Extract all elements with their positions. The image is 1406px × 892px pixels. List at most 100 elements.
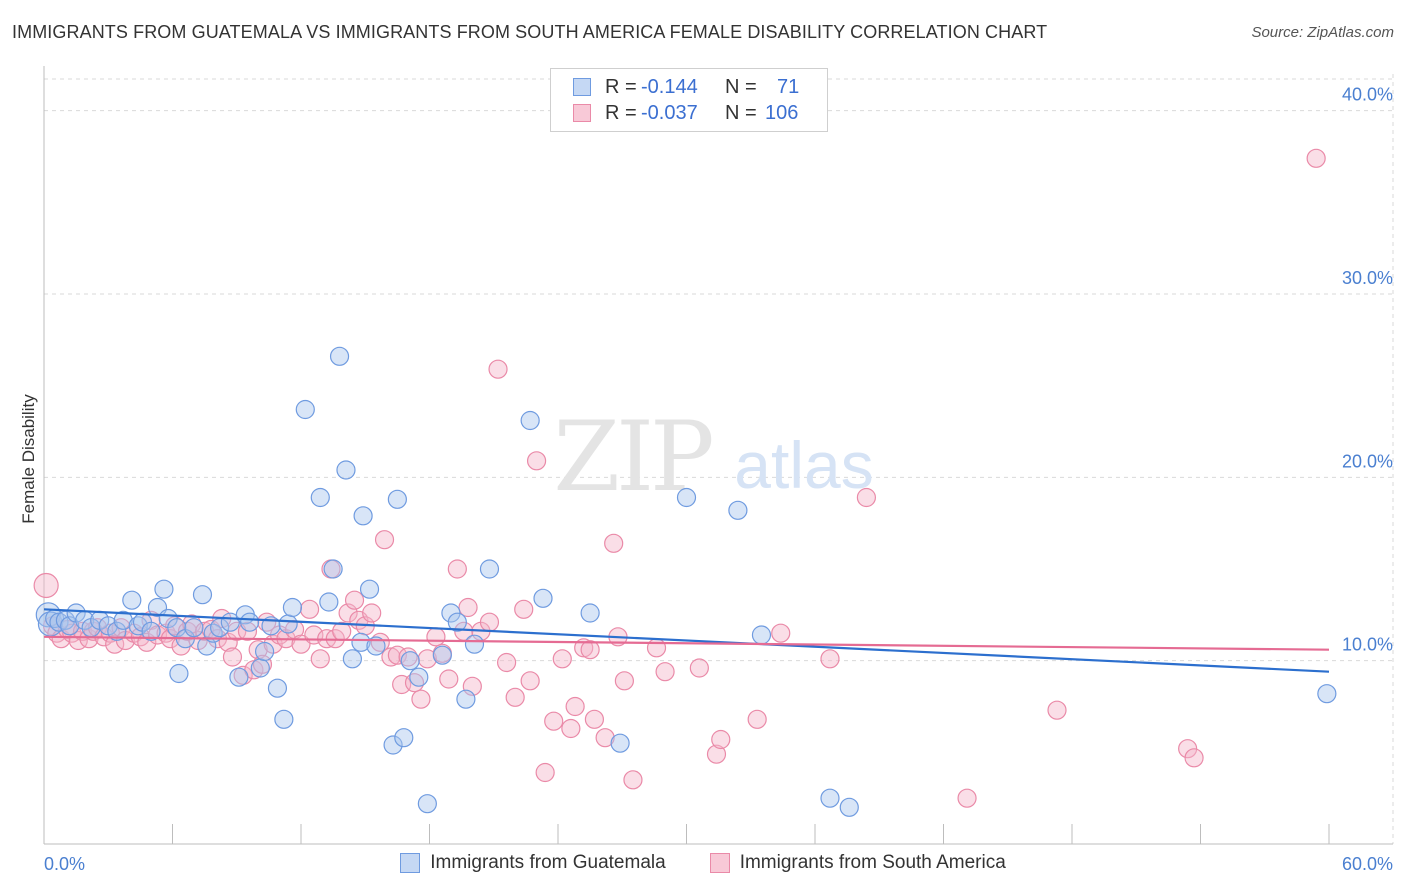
data-point: [1184, 748, 1204, 768]
data-point: [623, 770, 643, 790]
data-point: [584, 709, 605, 729]
data-point: [711, 729, 731, 750]
data-point: [250, 658, 270, 678]
data-point: [323, 559, 343, 579]
data-point: [488, 359, 508, 379]
data-point: [505, 687, 525, 707]
chart-title: IMMIGRANTS FROM GUATEMALA VS IMMIGRANTS …: [12, 22, 1048, 42]
data-point: [580, 640, 600, 660]
data-point: [192, 585, 213, 605]
trend-line-south-america: [43, 635, 1330, 651]
x-tick-label-end: 60.0%: [1342, 854, 1393, 874]
y-axis-title: Female Disability: [19, 394, 38, 524]
data-point: [411, 689, 431, 709]
y-tick-label: 10.0%: [1342, 635, 1393, 655]
y-tick-label: 20.0%: [1342, 451, 1393, 471]
legend-label-south-america: Immigrants from South America: [739, 852, 1006, 873]
data-point: [278, 614, 298, 634]
source-credit: Source: ZipAtlas.com: [1251, 24, 1394, 41]
data-point: [458, 597, 478, 618]
data-point: [565, 696, 585, 717]
data-point: [747, 709, 767, 729]
data-point: [240, 612, 260, 632]
data-point: [154, 579, 174, 599]
data-point: [706, 744, 727, 764]
legend-r-label: R =: [605, 101, 637, 124]
data-point: [957, 788, 977, 808]
data-point: [409, 667, 429, 687]
data-point: [184, 618, 204, 638]
data-point: [456, 689, 476, 709]
data-point: [839, 797, 859, 817]
data-point: [447, 612, 467, 632]
gridlines: [44, 74, 1394, 844]
data-point: [614, 671, 634, 691]
data-point: [394, 728, 414, 748]
legend-swatch-blue: [400, 853, 421, 873]
data-point: [222, 647, 243, 667]
legend-r-value: -0.037: [641, 101, 698, 124]
data-point: [299, 599, 320, 619]
data-point: [447, 559, 467, 579]
legend-item-guatemala: Immigrants from Guatemala: [400, 852, 666, 874]
data-point: [310, 487, 330, 508]
data-point: [169, 663, 189, 684]
legend-swatch-pink: [573, 104, 591, 122]
data-point: [464, 634, 485, 654]
data-point: [400, 651, 420, 671]
data-point: [141, 621, 161, 641]
data-point: [580, 603, 600, 623]
data-point: [604, 533, 624, 553]
data-point: [351, 632, 371, 652]
legend-row-guatemala: R = -0.144 N = 71: [573, 74, 799, 100]
data-point: [342, 649, 362, 669]
data-point: [479, 559, 500, 579]
y-tick-label: 30.0%: [1342, 268, 1393, 288]
data-point: [344, 590, 365, 610]
data-point: [319, 592, 339, 612]
data-point: [387, 489, 407, 509]
data-point: [107, 621, 127, 641]
data-point: [329, 346, 350, 366]
data-point: [310, 649, 330, 669]
series-legend: Immigrants from Guatemala Immigrants fro…: [0, 852, 1406, 874]
data-point: [514, 599, 534, 619]
data-point: [282, 597, 303, 618]
data-point: [497, 652, 517, 673]
data-point: [676, 487, 697, 508]
data-point: [728, 500, 748, 520]
legend-row-south-america: R = -0.037 N = 106: [573, 100, 798, 126]
y-tick-label: 40.0%: [1342, 85, 1393, 105]
data-point: [359, 579, 380, 599]
data-point: [526, 451, 547, 471]
data-point: [595, 728, 615, 748]
data-point: [646, 638, 667, 658]
watermark-zip: ZIP: [553, 401, 712, 513]
correlation-legend: R = -0.144 N = 71 R = -0.037 N = 106: [550, 68, 828, 132]
data-point: [366, 636, 386, 656]
data-point: [229, 667, 249, 687]
data-point: [1047, 700, 1067, 720]
data-point: [267, 678, 288, 698]
data-point: [295, 399, 315, 420]
data-point: [552, 649, 572, 669]
data-point: [254, 641, 275, 662]
data-point: [561, 718, 581, 739]
data-point: [820, 649, 840, 669]
data-point: [751, 625, 772, 645]
legend-n-label: N =: [725, 101, 757, 124]
data-point: [33, 572, 59, 599]
data-point: [274, 709, 294, 729]
data-point: [113, 610, 133, 630]
data-point: [426, 627, 446, 647]
data-point: [417, 794, 437, 814]
legend-n-label: N =: [725, 75, 757, 98]
data-point: [689, 658, 709, 678]
data-point: [122, 590, 142, 610]
data-point: [535, 762, 555, 783]
data-point: [381, 647, 401, 667]
data-point: [49, 612, 69, 632]
data-point: [439, 669, 459, 689]
data-point: [655, 662, 675, 682]
